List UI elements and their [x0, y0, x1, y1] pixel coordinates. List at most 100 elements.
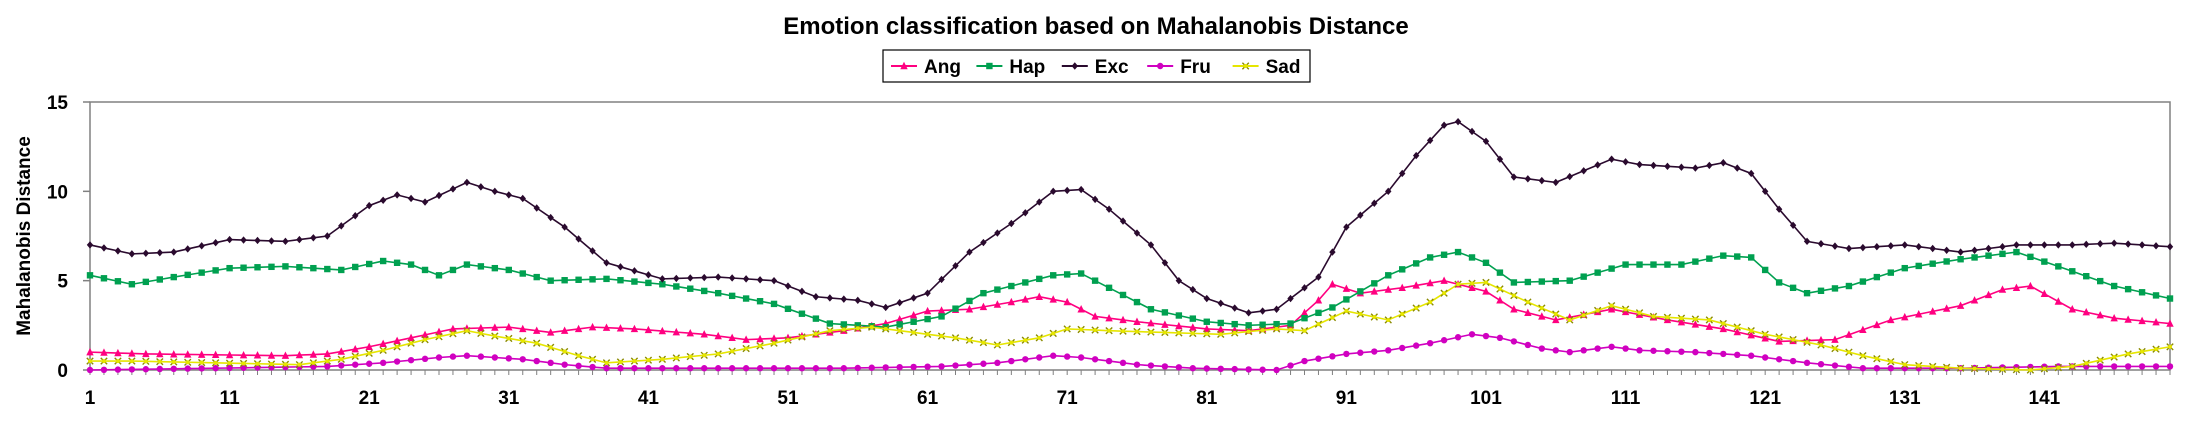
data-point-exc: [547, 213, 554, 222]
data-point-hap: [1706, 255, 1713, 262]
data-point-ang: [1426, 278, 1434, 287]
data-point-fru: [324, 363, 331, 370]
data-point-fru: [1538, 345, 1546, 352]
x-tick-label: 41: [638, 388, 660, 409]
data-point-ang: [239, 350, 248, 359]
data-point-fru: [1859, 365, 1867, 372]
data-point-fru: [1496, 334, 1504, 342]
data-point-hap: [784, 305, 792, 313]
data-point-hap: [1399, 266, 1406, 273]
data-point-exc: [1385, 187, 1392, 196]
plot-frame: [89, 101, 2171, 371]
legend-item-sad: Sad: [1232, 57, 1300, 78]
data-point-ang: [1524, 308, 1532, 317]
data-point-fru: [924, 363, 931, 370]
data-point-fru: [1720, 350, 1727, 358]
data-point-ang: [128, 349, 136, 357]
data-point-ang: [1915, 310, 1923, 318]
data-point-ang: [728, 333, 736, 342]
data-point-exc: [1831, 242, 1839, 250]
data-point-ang: [770, 334, 778, 342]
data-point-ang: [756, 334, 764, 343]
data-point-ang: [1663, 315, 1672, 324]
data-point-exc: [114, 247, 122, 255]
series-ang: [86, 276, 2174, 359]
data-point-exc: [2152, 242, 2160, 250]
data-point-hap: [1538, 278, 1546, 285]
data-point-exc: [449, 185, 457, 193]
data-point-ang: [1705, 322, 1714, 330]
data-point-hap: [1999, 250, 2006, 258]
data-point-ang: [1314, 296, 1323, 304]
data-point-exc: [868, 300, 875, 308]
data-point-exc: [477, 183, 485, 191]
data-point-fru: [812, 365, 820, 372]
data-point-exc: [812, 293, 820, 301]
data-point-hap: [379, 257, 387, 265]
data-point-hap: [840, 321, 848, 328]
data-point-hap: [1594, 269, 1601, 276]
data-point-exc: [2097, 240, 2104, 248]
data-point-fru: [184, 365, 191, 372]
data-point-fru: [1748, 352, 1755, 359]
data-point-ang: [1775, 337, 1783, 345]
x-tick-label: 101: [1470, 388, 1502, 409]
data-point-hap: [1817, 287, 1825, 294]
data-point-exc: [142, 249, 150, 257]
data-point-hap: [1859, 278, 1867, 285]
data-point-fru: [868, 364, 875, 371]
data-point-exc: [1524, 175, 1532, 183]
data-point-exc: [1231, 304, 1238, 312]
data-point-fru: [226, 364, 233, 372]
data-point-exc: [1761, 187, 1769, 196]
data-point-hap: [1636, 261, 1643, 268]
data-point-hap: [1468, 254, 1476, 261]
x-tick-label: 1: [85, 388, 96, 409]
data-point-exc: [1734, 164, 1741, 172]
data-point-exc: [128, 250, 136, 258]
data-point-exc: [1105, 205, 1113, 213]
data-point-exc: [1859, 243, 1867, 252]
data-point-hap: [2055, 263, 2062, 270]
data-point-exc: [1748, 169, 1755, 178]
data-point-exc: [156, 248, 163, 257]
data-point-fru: [1482, 332, 1490, 340]
data-point-ang: [337, 347, 345, 355]
data-point-fru: [2110, 363, 2118, 370]
data-point-exc: [1789, 221, 1797, 229]
data-point-exc: [1957, 248, 1964, 256]
data-point-fru: [1468, 331, 1476, 338]
data-point-hap: [645, 279, 652, 287]
data-point-exc: [86, 241, 94, 249]
data-point-exc: [1775, 205, 1783, 213]
data-point-fru: [882, 364, 889, 371]
data-point-exc: [756, 276, 764, 284]
data-point-ang: [1091, 312, 1099, 320]
data-point-exc: [1287, 294, 1294, 303]
data-point-ang: [393, 336, 401, 345]
data-point-ang: [1510, 305, 1518, 313]
data-point-fru: [1817, 360, 1825, 368]
data-point-fru: [1692, 348, 1699, 356]
data-point-ang: [1133, 317, 1141, 325]
data-point-ang: [1189, 323, 1197, 331]
data-point-exc: [742, 275, 750, 283]
data-point-exc: [1915, 243, 1922, 251]
data-point-fru: [840, 365, 848, 372]
legend-label: Hap: [1009, 57, 1045, 78]
data-point-ang: [1733, 327, 1741, 336]
data-point-exc: [1845, 244, 1853, 253]
data-point-exc: [1133, 229, 1141, 237]
data-point-fru: [114, 366, 122, 373]
data-point-fru: [728, 365, 736, 372]
data-point-hap: [798, 310, 806, 317]
data-point-hap: [1957, 256, 1964, 263]
data-point-ang: [435, 327, 443, 336]
data-point-fru: [575, 362, 582, 370]
data-point-ang: [1035, 292, 1043, 300]
series-sad: [86, 278, 2174, 374]
data-point-fru: [477, 353, 485, 360]
data-point-exc: [673, 274, 680, 283]
data-point-hap: [1426, 254, 1434, 261]
data-point-exc: [938, 275, 945, 284]
